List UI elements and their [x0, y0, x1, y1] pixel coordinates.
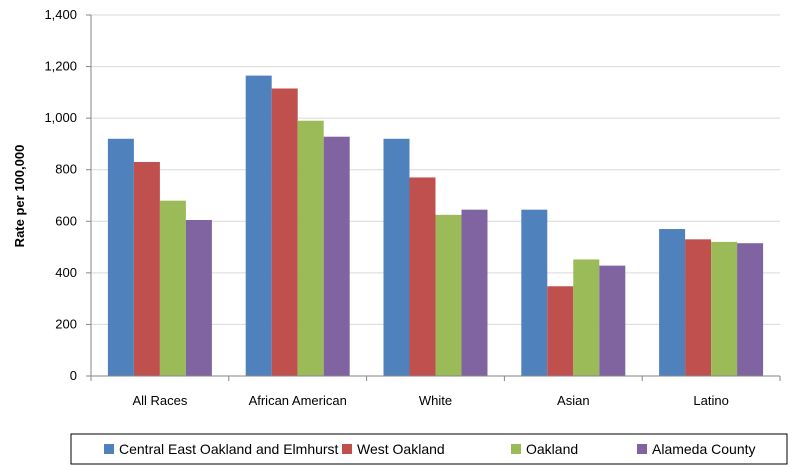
y-tick-label: 800 [55, 162, 77, 177]
legend-box [70, 433, 788, 465]
bar-alameda-county-latino [737, 243, 764, 376]
bar-west-oakland-asian [547, 286, 574, 376]
bar-west-oakland-latino [685, 239, 712, 376]
legend-swatch [637, 444, 647, 454]
bar-central-east-oakland-and-elmhurst-white [383, 138, 410, 376]
x-tick-labels: All Races African American White Asian Latin… [132, 393, 728, 408]
bar-central-east-oakland-and-elmhurst-latino [659, 229, 686, 376]
y-tick-label: 400 [55, 265, 77, 280]
legend-label: Alameda County [652, 441, 756, 457]
bar-west-oakland-african-american [271, 88, 298, 376]
legend-swatch [511, 444, 521, 454]
bars [107, 75, 764, 376]
bar-central-east-oakland-and-elmhurst-african-american [245, 75, 272, 376]
bar-alameda-county-african-american [323, 136, 350, 376]
y-tick-label: 1,200 [44, 59, 77, 74]
bar-oakland-african-american [297, 120, 324, 376]
bar-west-oakland-all-races [133, 161, 160, 376]
x-tick-label: Asian [557, 393, 590, 408]
bar-alameda-county-asian [599, 265, 626, 376]
bar-central-east-oakland-and-elmhurst-all-races [107, 138, 134, 376]
legend: Central East Oakland and Elmhurst West Oa… [70, 433, 788, 465]
bar-oakland-all-races [159, 200, 186, 376]
x-tick-label: African American [249, 393, 347, 408]
x-tick-label: White [419, 393, 452, 408]
legend-swatch [342, 444, 352, 454]
y-tick-label: 200 [55, 316, 77, 331]
legend-swatch [104, 444, 114, 454]
bar-west-oakland-white [409, 177, 436, 376]
x-tick-label: All Races [132, 393, 187, 408]
bar-oakland-white [435, 214, 462, 376]
y-tick-label: 1,000 [44, 110, 77, 125]
bar-alameda-county-white [461, 209, 488, 376]
axes [86, 14, 781, 381]
legend-label: West Oakland [357, 441, 445, 457]
bar-oakland-asian [573, 259, 600, 376]
y-tick-labels: 0 200 400 600 800 1,000 1,200 1,400 [44, 7, 77, 383]
x-tick-label: Latino [693, 393, 728, 408]
y-tick-label: 1,400 [44, 7, 77, 22]
legend-label: Central East Oakland and Elmhurst [119, 441, 339, 457]
y-tick-label: 0 [70, 368, 77, 383]
bar-central-east-oakland-and-elmhurst-asian [521, 209, 548, 376]
legend-label: Oakland [526, 441, 578, 457]
bar-alameda-county-all-races [185, 219, 212, 376]
y-axis-title: Rate per 100,000 [12, 145, 27, 248]
bar-oakland-latino [711, 241, 738, 376]
y-tick-label: 600 [55, 213, 77, 228]
